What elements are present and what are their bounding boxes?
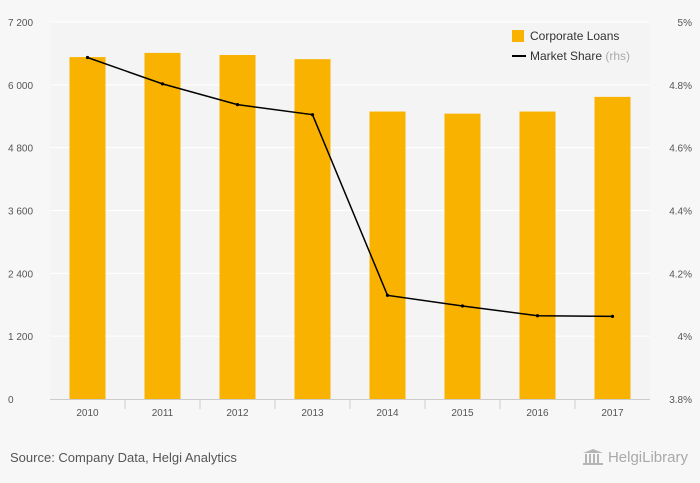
helgi-library-logo[interactable]: HelgiLibrary: [582, 448, 688, 466]
bar: [144, 52, 181, 399]
market-share-point: [460, 304, 465, 308]
market-share-point: [85, 55, 90, 60]
bar: [594, 96, 631, 399]
left-axis-tick-label: 4 800: [8, 144, 33, 155]
market-share-point: [535, 314, 540, 318]
bar: [519, 111, 556, 399]
left-axis-tick-label: 6 000: [8, 81, 33, 92]
left-axis-tick-label: 3 600: [8, 207, 33, 218]
legend-label-market-share: Market Share (rhs): [530, 49, 630, 63]
x-axis-tick-label: 2016: [526, 408, 549, 419]
left-axis-tick-label: 7 200: [8, 18, 33, 29]
bar: [69, 57, 106, 400]
legend-swatch-corporate-loans: [512, 30, 524, 42]
legend-label-corporate-loans: Corporate Loans: [530, 29, 619, 43]
right-axis-tick-label: 5%: [678, 18, 693, 29]
market-share-point: [385, 293, 390, 297]
market-share-point: [160, 82, 165, 86]
source-note: Source: Company Data, Helgi Analytics: [10, 450, 237, 465]
left-axis-tick-label: 0: [8, 395, 14, 406]
right-axis-tick-label: 4.2%: [669, 269, 692, 280]
bar: [369, 111, 406, 399]
x-axis-tick-label: 2010: [76, 408, 99, 419]
left-axis-tick-label: 2 400: [8, 269, 33, 280]
x-axis-tick-label: 2017: [601, 408, 624, 419]
x-axis-tick-label: 2014: [376, 408, 399, 419]
x-axis-tick-label: 2011: [152, 408, 174, 419]
x-axis-tick-label: 2013: [301, 408, 324, 419]
bar: [219, 54, 256, 400]
market-share-point: [235, 103, 240, 107]
left-axis-tick-label: 1 200: [8, 332, 33, 343]
market-share-line: [87, 56, 613, 318]
market-share-point: [610, 314, 615, 318]
right-axis-tick-label: 4.4%: [669, 207, 692, 218]
right-axis-tick-label: 4.6%: [669, 144, 692, 155]
right-axis-tick-label: 3.8%: [669, 395, 692, 406]
right-axis-tick-label: 4%: [678, 332, 693, 343]
x-axis-tick-label: 2015: [451, 408, 474, 419]
x-axis-tick-label: 2012: [226, 408, 249, 419]
market-share-point: [310, 113, 315, 117]
bar: [444, 113, 481, 399]
right-axis-tick-label: 4.8%: [669, 81, 692, 92]
bar: [294, 59, 331, 399]
logo-text: HelgiLibrary: [607, 448, 688, 466]
library-building-icon: [582, 449, 603, 465]
